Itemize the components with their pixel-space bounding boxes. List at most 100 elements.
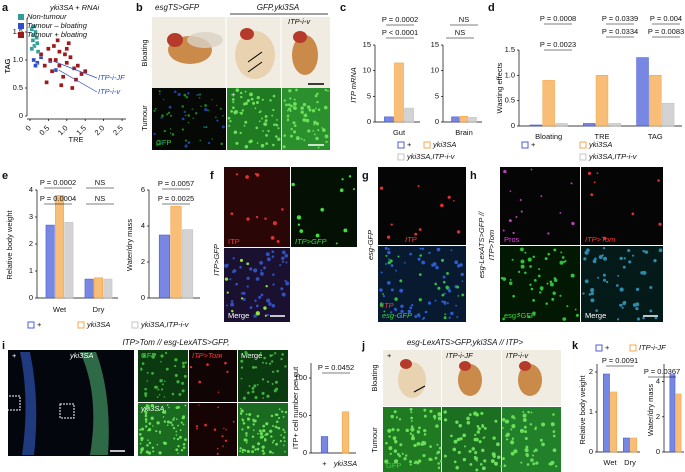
- y-tick-label: 0: [141, 293, 145, 302]
- y-tick-label: 5: [435, 91, 439, 100]
- cell: [254, 366, 258, 369]
- y-tick-label: 4: [141, 221, 145, 230]
- y-tick-label: 2: [656, 412, 660, 421]
- cell: [320, 207, 325, 212]
- point: [66, 41, 71, 46]
- cell: [379, 288, 383, 292]
- cell: [435, 424, 439, 428]
- cell: [447, 195, 451, 199]
- cell: [532, 462, 536, 466]
- chart-title: yki3SA + RNAi: [49, 3, 99, 12]
- cell: [494, 419, 498, 423]
- cell: [156, 443, 159, 446]
- cell: [399, 443, 403, 447]
- cell: [148, 422, 152, 425]
- cell: [315, 136, 319, 141]
- cell: [274, 425, 278, 429]
- bar: [675, 393, 682, 453]
- y-tick-label: 4: [29, 185, 33, 194]
- point: [64, 60, 69, 65]
- cell: [163, 396, 166, 398]
- bar: [84, 278, 94, 299]
- cell: [314, 94, 318, 98]
- micrograph: [291, 167, 357, 247]
- cell: [147, 439, 149, 442]
- p-value: NS: [455, 28, 465, 37]
- cell: [393, 449, 398, 453]
- cell: [220, 142, 224, 146]
- cell: [204, 107, 208, 112]
- p-value: P = 0.004: [650, 14, 682, 23]
- cell: [288, 107, 292, 111]
- cell: [566, 305, 569, 308]
- bar: [45, 224, 55, 299]
- cell: [152, 404, 155, 407]
- cell: [501, 457, 505, 461]
- fly-eye: [240, 28, 254, 40]
- cell: [175, 418, 178, 420]
- y-axis-label: ITP+ cell number per gut: [291, 366, 300, 449]
- side-label: ITP>Tom: [487, 230, 496, 260]
- cell: [414, 315, 418, 319]
- y-tick-label: 2: [141, 257, 145, 266]
- bar: [582, 123, 596, 127]
- cell: [159, 408, 162, 411]
- cell: [398, 454, 402, 458]
- cell: [163, 420, 167, 423]
- cell: [389, 259, 393, 263]
- cell: [158, 90, 161, 93]
- legend-label: +: [37, 320, 42, 329]
- cell: [593, 181, 596, 184]
- cell: [185, 96, 189, 99]
- cell: [622, 265, 626, 269]
- cell: [303, 114, 306, 117]
- cell: [307, 129, 311, 133]
- cell: [570, 182, 573, 185]
- channel-label: Merge: [228, 311, 249, 320]
- cell: [390, 288, 394, 292]
- cell: [473, 455, 477, 459]
- cell: [384, 246, 388, 250]
- cell: [240, 297, 244, 300]
- cell: [444, 313, 447, 316]
- annotation: ITP-i-JF: [98, 73, 125, 82]
- cell: [183, 374, 187, 378]
- cell: [476, 430, 480, 434]
- cell: [155, 430, 158, 433]
- cell: [417, 459, 422, 463]
- cell: [146, 371, 149, 374]
- cell: [245, 432, 248, 435]
- bar: [608, 123, 622, 127]
- cell: [396, 452, 400, 456]
- cell: [231, 98, 235, 101]
- cell: [416, 430, 421, 434]
- cell: [517, 270, 521, 274]
- cell: [390, 414, 394, 419]
- gut: [20, 352, 37, 455]
- cell: [263, 122, 268, 127]
- legend-swatch: [629, 344, 637, 352]
- cell: [163, 380, 166, 383]
- y-tick-label: 2: [29, 239, 33, 248]
- cell: [305, 118, 310, 123]
- cell: [286, 119, 290, 122]
- legend-label: yki3SA,ITP-i-v: [588, 152, 638, 161]
- cell: [213, 428, 217, 431]
- cell: [454, 260, 459, 265]
- cell: [596, 172, 599, 175]
- cell: [242, 422, 246, 425]
- cell: [226, 263, 229, 267]
- cell: [286, 114, 290, 118]
- cell: [255, 100, 259, 104]
- cell: [571, 221, 575, 226]
- cell: [177, 424, 180, 427]
- y-tick-label: 1.5: [13, 27, 23, 36]
- cell: [635, 287, 640, 292]
- cell: [434, 299, 437, 302]
- cell: [455, 420, 459, 424]
- cell: [544, 257, 548, 261]
- cell: [501, 417, 506, 422]
- cell: [519, 428, 524, 433]
- cell: [631, 212, 635, 216]
- cell: [283, 99, 286, 102]
